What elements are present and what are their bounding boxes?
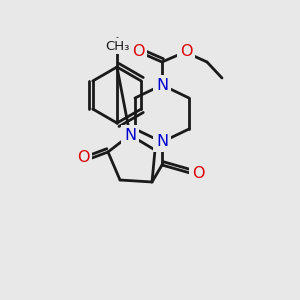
- Text: O: O: [180, 44, 192, 59]
- Text: O: O: [77, 151, 89, 166]
- Text: O: O: [132, 44, 144, 59]
- Text: O: O: [192, 167, 204, 182]
- Text: N: N: [124, 128, 136, 142]
- Text: N: N: [156, 77, 168, 92]
- Text: N: N: [156, 134, 168, 149]
- Text: CH₃: CH₃: [105, 40, 129, 52]
